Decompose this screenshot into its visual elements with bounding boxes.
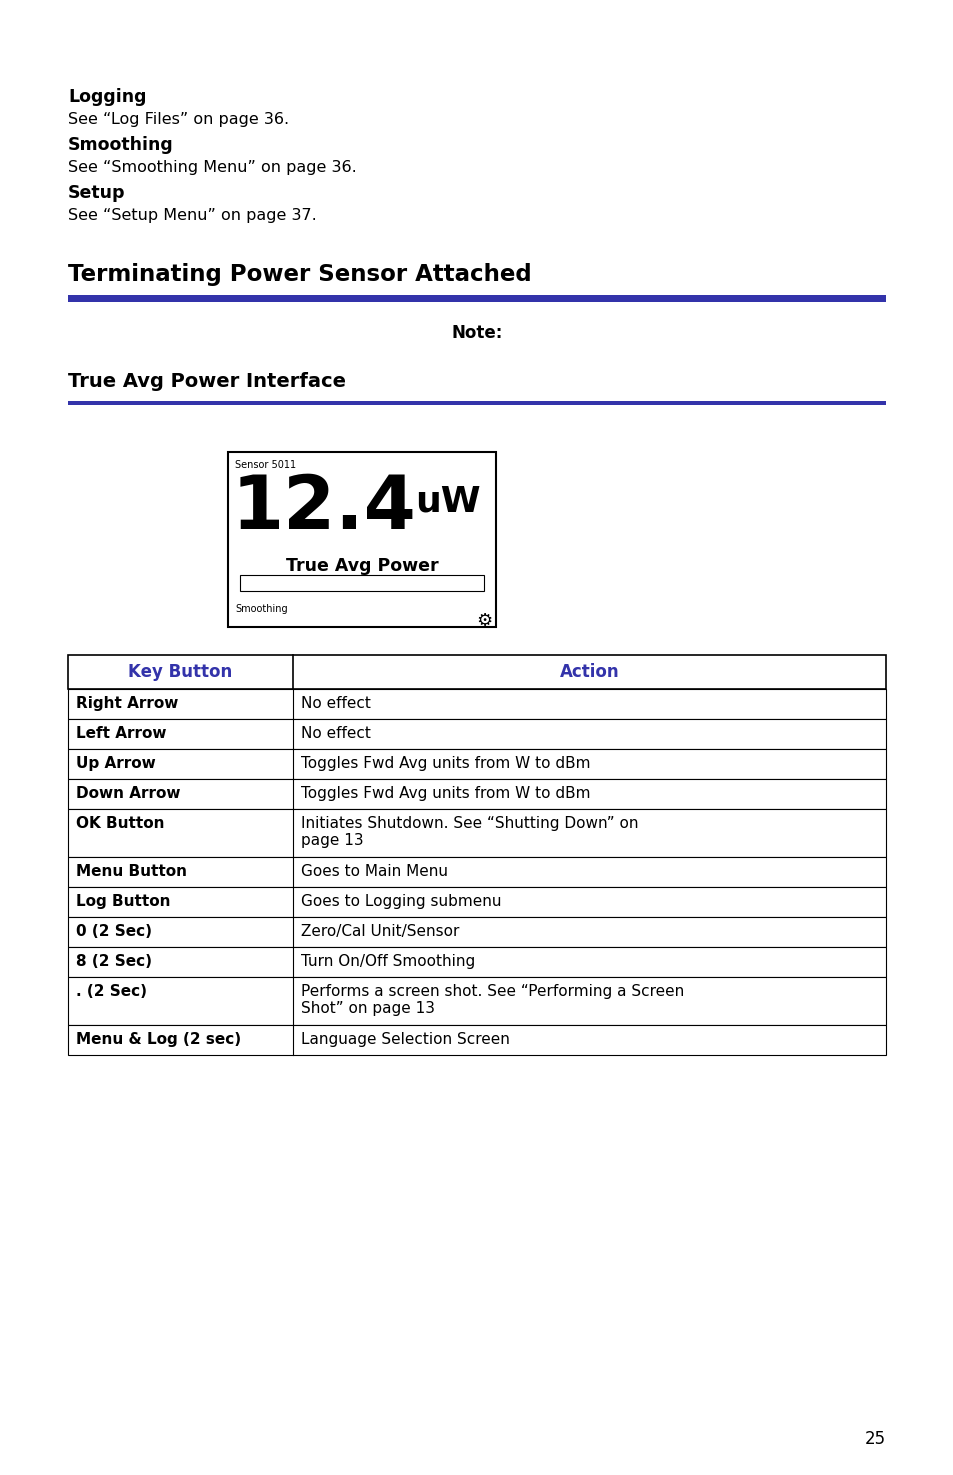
Text: Goes to Logging submenu: Goes to Logging submenu <box>300 894 501 909</box>
Text: True Avg Power Interface: True Avg Power Interface <box>68 372 346 391</box>
Text: 25: 25 <box>864 1429 885 1448</box>
Text: Terminating Power Sensor Attached: Terminating Power Sensor Attached <box>68 263 531 286</box>
Text: True Avg Power: True Avg Power <box>285 558 437 575</box>
Text: Logging: Logging <box>68 88 147 106</box>
Text: Setup: Setup <box>68 184 126 202</box>
Bar <box>228 451 496 627</box>
Text: Key Button: Key Button <box>129 662 233 681</box>
Text: No effect: No effect <box>300 696 371 711</box>
Text: uW: uW <box>416 484 480 518</box>
Text: Turn On/Off Smoothing: Turn On/Off Smoothing <box>300 954 475 969</box>
Text: Initiates Shutdown. See “Shutting Down” on
page 13: Initiates Shutdown. See “Shutting Down” … <box>300 816 638 848</box>
Text: Toggles Fwd Avg units from W to dBm: Toggles Fwd Avg units from W to dBm <box>300 757 590 771</box>
Text: 0 (2 Sec): 0 (2 Sec) <box>76 923 152 940</box>
Text: 8 (2 Sec): 8 (2 Sec) <box>76 954 152 969</box>
Text: No effect: No effect <box>300 726 371 740</box>
Text: Up Arrow: Up Arrow <box>76 757 155 771</box>
Bar <box>68 749 885 779</box>
Text: See “Smoothing Menu” on page 36.: See “Smoothing Menu” on page 36. <box>68 159 356 176</box>
Bar <box>68 1025 885 1055</box>
Text: Sensor 5011: Sensor 5011 <box>234 460 295 471</box>
Text: 12.4: 12.4 <box>232 472 416 544</box>
Bar <box>68 655 885 689</box>
Text: Action: Action <box>559 662 618 681</box>
Bar <box>240 575 483 591</box>
Text: ⚙: ⚙ <box>476 612 492 630</box>
Bar <box>68 857 885 886</box>
Text: See “Setup Menu” on page 37.: See “Setup Menu” on page 37. <box>68 208 316 223</box>
Text: Left Arrow: Left Arrow <box>76 726 167 740</box>
Text: Menu Button: Menu Button <box>76 864 187 879</box>
Text: Log Button: Log Button <box>76 894 171 909</box>
Text: Goes to Main Menu: Goes to Main Menu <box>300 864 448 879</box>
Bar <box>68 295 885 302</box>
Bar <box>68 808 885 857</box>
Bar <box>68 917 885 947</box>
Text: Zero/Cal Unit/Sensor: Zero/Cal Unit/Sensor <box>300 923 458 940</box>
Text: Language Selection Screen: Language Selection Screen <box>300 1032 509 1047</box>
Bar <box>68 976 885 1025</box>
Text: OK Button: OK Button <box>76 816 164 830</box>
Bar <box>68 779 885 808</box>
Bar <box>68 689 885 718</box>
Text: Note:: Note: <box>451 324 502 342</box>
Text: See “Log Files” on page 36.: See “Log Files” on page 36. <box>68 112 289 127</box>
Bar <box>68 401 885 406</box>
Text: Toggles Fwd Avg units from W to dBm: Toggles Fwd Avg units from W to dBm <box>300 786 590 801</box>
Bar <box>68 718 885 749</box>
Text: Smoothing: Smoothing <box>234 603 287 614</box>
Bar <box>68 886 885 917</box>
Text: Performs a screen shot. See “Performing a Screen
Shot” on page 13: Performs a screen shot. See “Performing … <box>300 984 683 1016</box>
Text: . (2 Sec): . (2 Sec) <box>76 984 147 999</box>
Text: Smoothing: Smoothing <box>68 136 173 153</box>
Text: Menu & Log (2 sec): Menu & Log (2 sec) <box>76 1032 241 1047</box>
Text: Down Arrow: Down Arrow <box>76 786 180 801</box>
Text: Right Arrow: Right Arrow <box>76 696 178 711</box>
Bar <box>68 947 885 976</box>
